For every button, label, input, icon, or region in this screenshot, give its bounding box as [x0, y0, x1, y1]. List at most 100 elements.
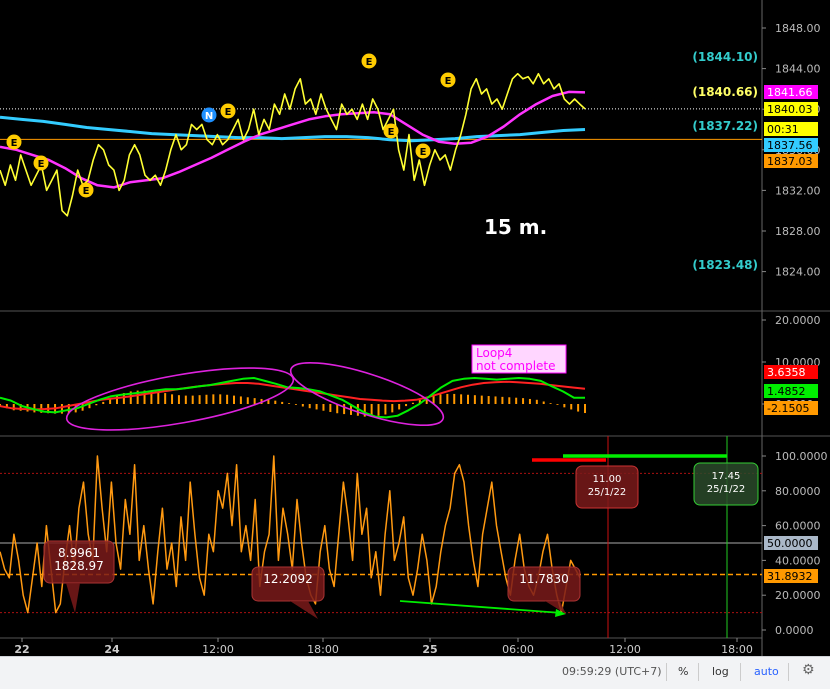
- osc-axis-label-bg: [764, 401, 818, 415]
- gear-icon[interactable]: ⚙: [802, 662, 815, 678]
- price-axis-label: 1841.66: [767, 86, 813, 99]
- event-marker-label: E: [38, 159, 45, 170]
- stoch-axis-label: 50.0000: [767, 537, 813, 550]
- event-marker-label: E: [225, 107, 232, 118]
- divergence-line: [399, 600, 563, 614]
- stoch-axis-label-bg: [764, 569, 818, 583]
- callout-box-tail: [290, 601, 318, 619]
- event-marker: [220, 103, 236, 119]
- time-tick-label: 25: [422, 643, 437, 656]
- event-marker-label: N: [205, 111, 213, 122]
- status-bar: 09:59:29 (UTC+7) % log auto ⚙: [0, 656, 830, 689]
- stoch-axis-label: 31.8932: [767, 570, 813, 583]
- auto-scale-button[interactable]: auto: [754, 665, 779, 678]
- separator: [740, 663, 741, 681]
- timeframe-label: 15 m.: [484, 215, 547, 239]
- callout-box-text: 11.7830: [519, 572, 569, 586]
- callout-box-text: 11.00: [593, 474, 622, 485]
- price-axis-label-bg: [764, 102, 818, 116]
- price-annotation: (1837.22): [692, 119, 758, 133]
- event-marker-label: E: [445, 76, 452, 87]
- price-axis-label-bg: [764, 154, 818, 168]
- price-tick-label: 1832.00: [775, 184, 821, 197]
- log-scale-button[interactable]: log: [712, 665, 729, 678]
- osc-axis-label: -2.1505: [767, 402, 809, 415]
- loop-note-line: not complete: [476, 359, 556, 373]
- cycle-ellipse: [65, 367, 295, 431]
- callout-box-text: 12.2092: [263, 572, 313, 586]
- osc-red-line: [0, 380, 586, 411]
- cycle-ellipse: [289, 362, 445, 426]
- event-marker-label: E: [420, 147, 427, 158]
- callout-box-text: 17.45: [712, 471, 741, 482]
- price-annotation: (1844.10): [692, 50, 758, 64]
- price-magenta-line: [0, 90, 586, 189]
- price-axis-label-bg: [764, 122, 818, 136]
- price-axis-label-bg: [764, 138, 818, 152]
- event-marker-label: E: [83, 186, 90, 197]
- stoch-orange-line: [0, 455, 581, 614]
- divergence-arrowhead: [555, 609, 566, 617]
- price-cyan-line: [0, 115, 586, 143]
- callout-box: [251, 566, 325, 602]
- stoch-tick-label: 60.0000: [775, 520, 821, 533]
- event-marker: [6, 134, 22, 150]
- event-marker: [415, 143, 431, 159]
- osc-axis-label: 3.6358: [767, 366, 806, 379]
- separator: [666, 663, 667, 681]
- stoch-axis-label-bg: [764, 536, 818, 550]
- price-axis-label: 00:31: [767, 123, 799, 136]
- event-marker: [201, 107, 217, 123]
- separator: [788, 663, 789, 681]
- event-marker: [33, 155, 49, 171]
- osc-axis-label-bg: [764, 384, 818, 398]
- percent-scale-button[interactable]: %: [678, 665, 689, 678]
- callout-box: [507, 566, 581, 602]
- price-annotation: (1840.66): [692, 85, 758, 99]
- stoch-tick-label: 80.0000: [775, 485, 821, 498]
- price-axis-label: 1837.03: [767, 155, 813, 168]
- time-tick-label: 12:00: [202, 643, 234, 656]
- time-tick-label: 06:00: [502, 643, 534, 656]
- separator: [698, 663, 699, 681]
- stoch-tick-label: 100.0000: [775, 450, 828, 463]
- event-marker: [361, 53, 377, 69]
- callout-box-text: 1828.97: [54, 559, 104, 573]
- clock-readout: 09:59:29 (UTC+7): [562, 665, 662, 678]
- time-tick-label: 24: [104, 643, 120, 656]
- loop-note-line: Loop4: [476, 346, 512, 360]
- event-marker: [440, 72, 456, 88]
- callout-box: [575, 465, 639, 509]
- time-tick-label: 22: [14, 643, 29, 656]
- callout-box-text: 25/1/22: [588, 487, 627, 498]
- stoch-tick-label: 40.0000: [775, 554, 821, 567]
- time-tick-label: 18:00: [721, 643, 753, 656]
- osc-axis-label-bg: [764, 365, 818, 379]
- price-tick-label: 1844.00: [775, 63, 821, 76]
- callout-box-tail: [66, 583, 80, 613]
- callout-box-text: 8.9961: [58, 546, 100, 560]
- event-marker-label: E: [388, 127, 395, 138]
- osc-green-line: [0, 377, 586, 419]
- osc-axis-label: 1.4852: [767, 385, 806, 398]
- event-marker-label: E: [366, 57, 373, 68]
- event-marker: [383, 123, 399, 139]
- price-tick-label: 1848.00: [775, 22, 821, 35]
- callout-box: [693, 462, 759, 506]
- price-axis-label: 1837.56: [767, 139, 813, 152]
- time-tick-label: 18:00: [307, 643, 339, 656]
- callout-box-tail: [545, 601, 566, 614]
- event-marker: [78, 182, 94, 198]
- price-tick-label: 1828.00: [775, 225, 821, 238]
- loop-note-box: [471, 344, 567, 374]
- price-axis-label: 1840.03: [767, 103, 813, 116]
- stoch-tick-label: 20.0000: [775, 589, 821, 602]
- time-tick-label: 12:00: [609, 643, 641, 656]
- price-tick-label: 1824.00: [775, 266, 821, 279]
- price-annotation: (1823.48): [692, 258, 758, 272]
- price-yellow-line: [0, 72, 586, 217]
- price-axis-label-bg: [764, 85, 818, 99]
- chart-svg: 1848.001844.001840.001836.001832.001828.…: [0, 0, 830, 656]
- event-marker-label: E: [11, 138, 18, 149]
- osc-tick-label: 20.0000: [775, 314, 821, 327]
